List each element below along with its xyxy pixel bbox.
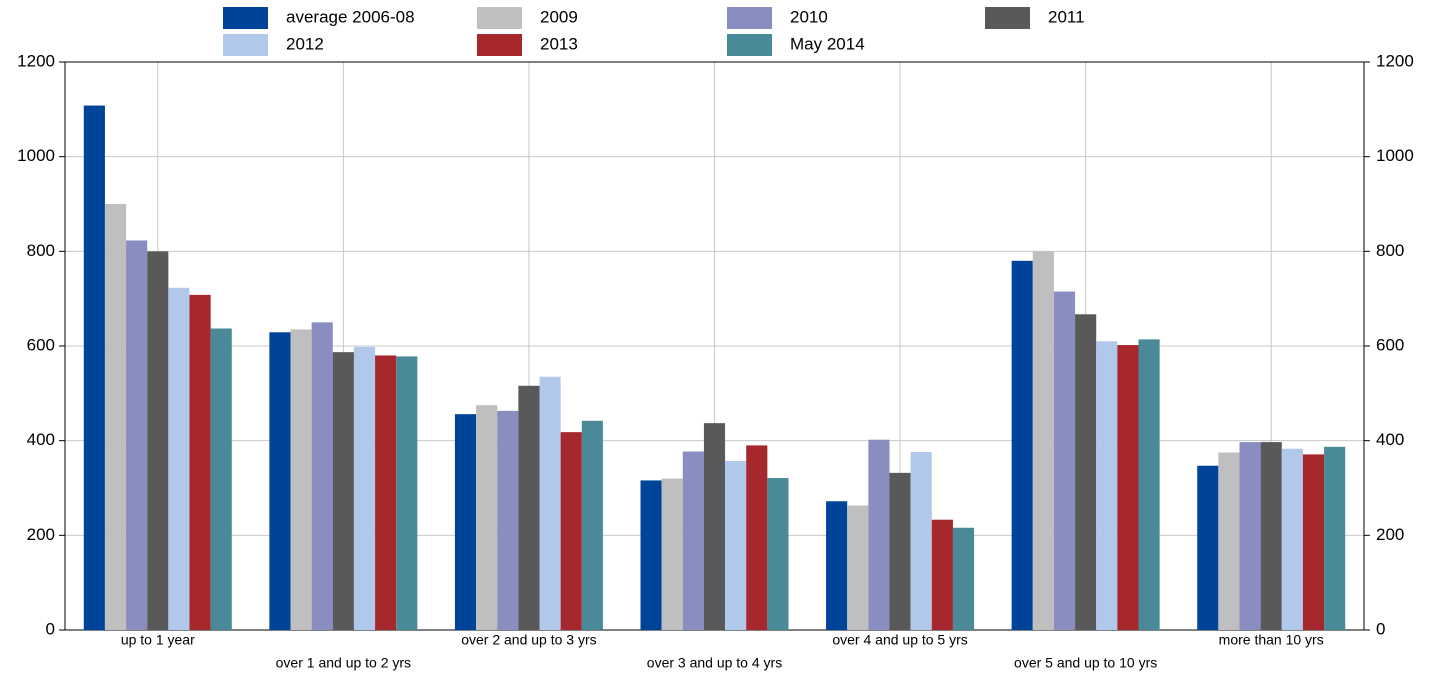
bar [1302, 454, 1325, 630]
bar [332, 352, 354, 630]
x-tick-label: up to 1 year [121, 632, 195, 648]
bar [640, 480, 662, 630]
y-tick-label: 1200 [17, 51, 55, 70]
bar [1053, 291, 1076, 630]
bar [889, 472, 911, 630]
bar [497, 410, 519, 630]
y2-tick-label: 600 [1376, 335, 1404, 354]
legend-swatch [223, 7, 268, 29]
bar [1075, 314, 1097, 630]
legend-swatch [477, 34, 522, 56]
bar [868, 439, 890, 630]
y-tick-label: 400 [27, 430, 55, 449]
legend-label: 2009 [540, 7, 578, 26]
bar [1138, 339, 1160, 630]
x-tick-label: over 3 and up to 4 yrs [647, 655, 782, 671]
x-tick-label: more than 10 yrs [1219, 632, 1324, 648]
bar [682, 451, 704, 630]
bar [396, 356, 418, 630]
bar [147, 251, 169, 631]
legend-swatch [727, 7, 772, 29]
bar [767, 478, 789, 630]
y2-tick-label: 400 [1376, 430, 1404, 449]
bar [168, 287, 190, 630]
bar [83, 105, 105, 630]
y-tick-label: 200 [27, 525, 55, 544]
bar [1096, 341, 1118, 630]
y-tick-label: 800 [27, 241, 55, 260]
y-tick-label: 0 [46, 619, 55, 638]
bar [476, 405, 498, 630]
bar [518, 385, 540, 630]
y2-tick-label: 1200 [1376, 51, 1414, 70]
legend-label: 2010 [790, 7, 828, 26]
bar [661, 478, 683, 630]
bar [725, 461, 747, 630]
legend-swatch [727, 34, 772, 56]
bar [104, 204, 127, 630]
bar [1281, 448, 1303, 630]
bar [1197, 465, 1219, 630]
bar [126, 240, 148, 631]
bar [826, 501, 848, 630]
bar [1260, 442, 1282, 630]
legend-swatch [985, 7, 1030, 29]
bar [1218, 452, 1240, 630]
bar [847, 505, 869, 630]
bar [560, 432, 582, 630]
bar [910, 452, 932, 630]
legend-label: 2013 [540, 34, 578, 53]
bar [353, 346, 376, 630]
legend-label: 2012 [286, 34, 324, 53]
legend-swatch [223, 34, 268, 56]
bar [1239, 442, 1261, 630]
bar [1011, 260, 1033, 630]
y-tick-label: 1000 [17, 146, 55, 165]
bar [746, 445, 768, 630]
legend-label: 2011 [1048, 7, 1085, 26]
y-tick-label: 600 [27, 335, 55, 354]
legend-label: May 2014 [790, 34, 865, 53]
legend-swatch [477, 7, 522, 29]
bar [311, 322, 333, 630]
bar [290, 329, 312, 630]
x-tick-label: over 2 and up to 3 yrs [461, 632, 596, 648]
bar [454, 414, 477, 630]
bar [703, 423, 726, 630]
x-tick-label: over 5 and up to 10 yrs [1014, 655, 1157, 671]
bar [210, 328, 232, 630]
y2-tick-label: 1000 [1376, 146, 1414, 165]
bar [581, 420, 603, 630]
x-tick-label: over 1 and up to 2 yrs [276, 655, 411, 671]
bar [269, 332, 291, 630]
legend-label: average 2006-08 [286, 7, 415, 26]
bar [189, 294, 211, 630]
bar [952, 527, 975, 630]
y2-tick-label: 800 [1376, 241, 1404, 260]
bar [375, 355, 397, 630]
bar [931, 519, 953, 630]
bar [1117, 345, 1139, 630]
bar [1032, 251, 1054, 631]
y2-tick-label: 0 [1376, 619, 1385, 638]
bar [539, 376, 561, 630]
bar [1324, 446, 1346, 630]
x-tick-label: over 4 and up to 5 yrs [832, 632, 967, 648]
y2-tick-label: 200 [1376, 525, 1404, 544]
